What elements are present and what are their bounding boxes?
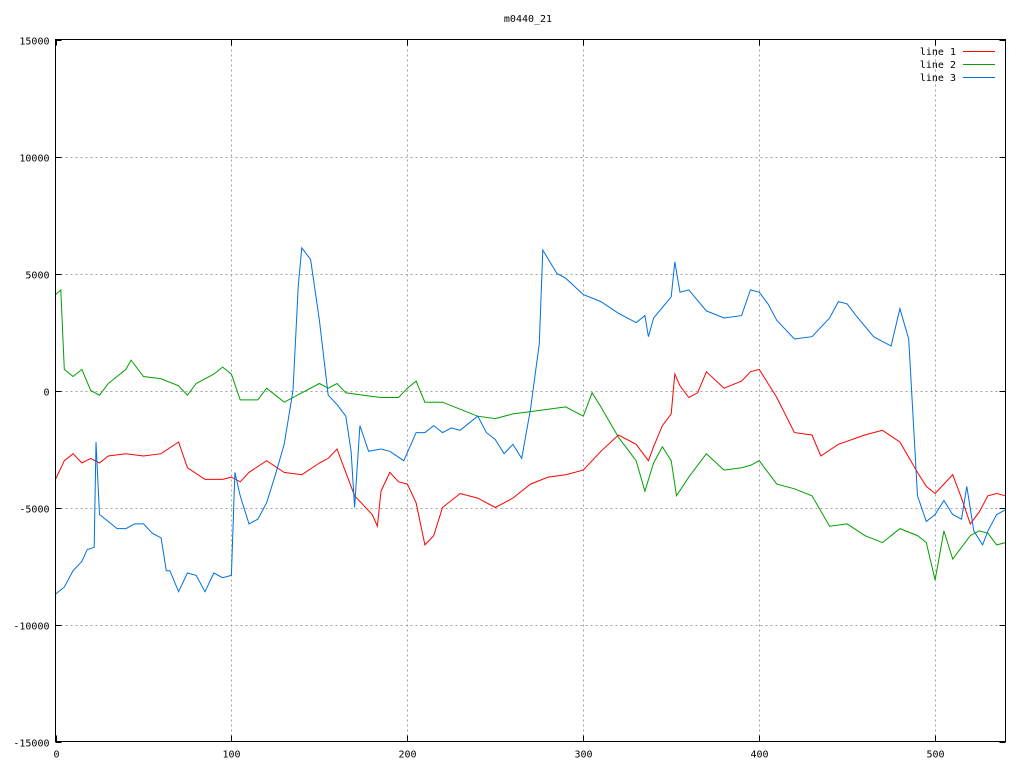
series-line-3 [55,246,1006,595]
legend-label: line 1 [920,47,956,58]
grid [55,39,1006,742]
y-tick-label: 5000 [25,271,49,282]
legend-label: line 3 [920,73,956,84]
x-tick-label: 0 [53,750,59,761]
axis-ticks: -15000 -10000 -5000 0 5000 10000 15000 0 100 200 3… [13,37,1006,761]
series-lines [55,246,1006,595]
x-tick-label: 300 [574,750,592,761]
chart-title: m0440_21 [504,14,552,25]
series-line-2 [55,288,1006,581]
series-line-1 [55,368,1006,546]
y-tick-label: 10000 [19,154,49,165]
legend-label: line 2 [920,60,956,71]
y-tick-label: -10000 [13,622,49,633]
x-tick-label: 500 [926,750,944,761]
y-tick-label: 0 [43,388,49,399]
y-tick-label: -5000 [19,505,49,516]
x-tick-label: 200 [398,750,416,761]
x-tick-label: 400 [750,750,768,761]
legend: line 1 line 2 line 3 [920,47,995,84]
plot-frame [55,39,1006,742]
x-tick-label: 100 [222,750,240,761]
y-tick-label: 15000 [19,37,49,48]
y-tick-label: -15000 [13,739,49,750]
